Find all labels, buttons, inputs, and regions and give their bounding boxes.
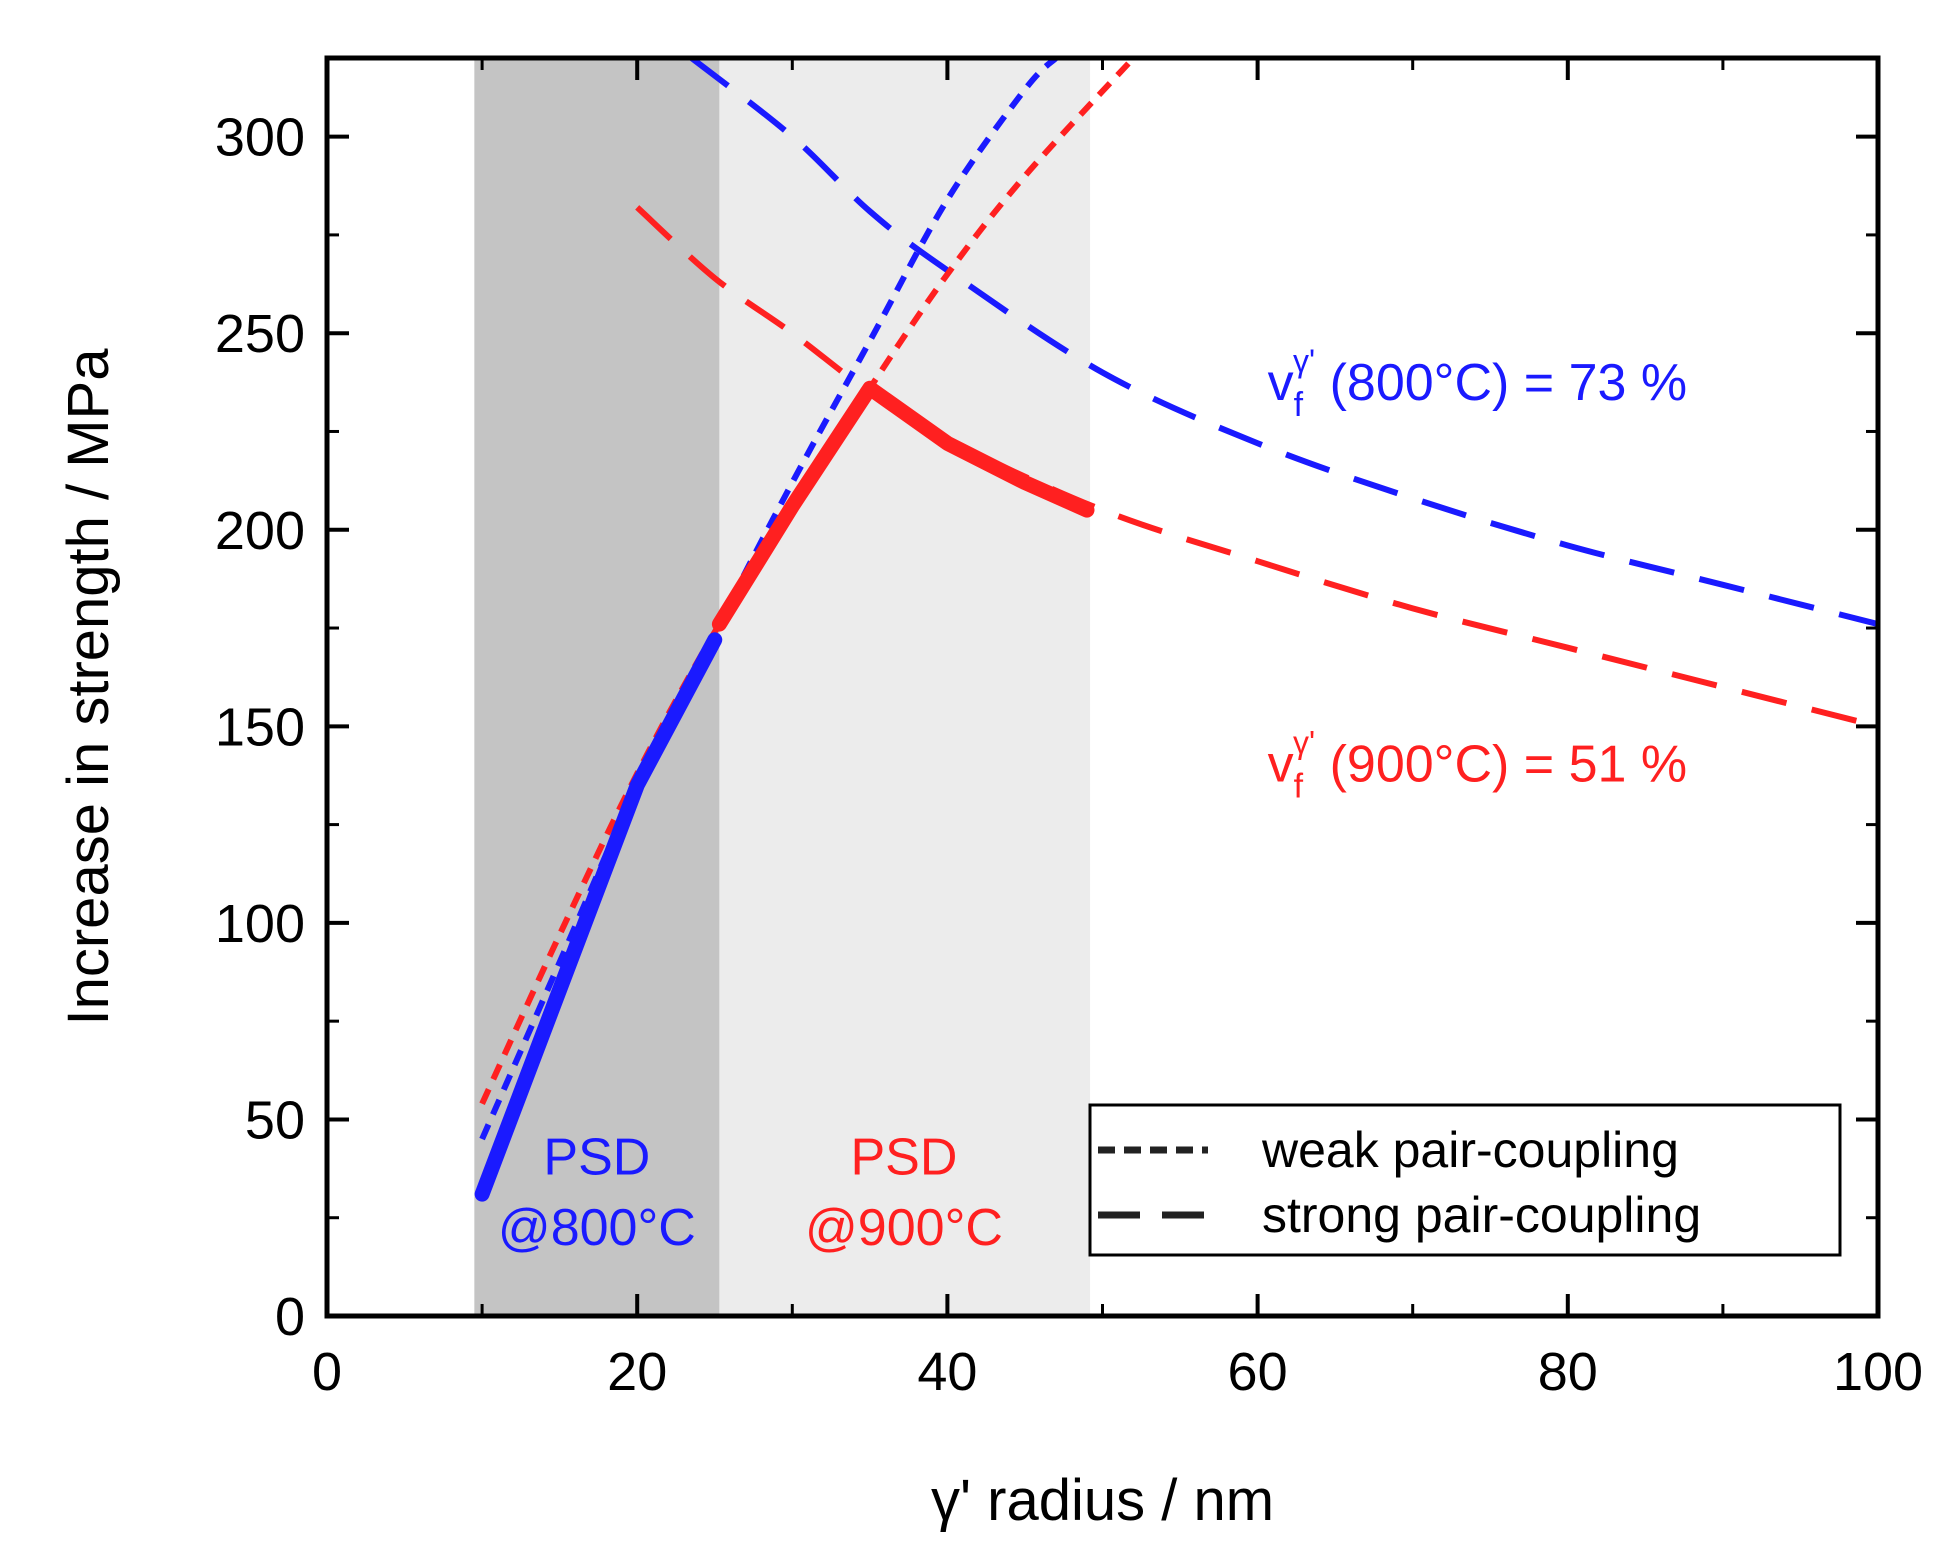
annotations: PSD @800°C PSD @900°C vfγ' (800°C) = 73 % vfγ…	[498, 343, 1687, 1257]
tick-labels: 0 20 40 60 80 100 0 50 100 150 200 250 300	[215, 108, 1923, 1402]
series-line-3	[635, 205, 1878, 730]
legend-label-1: strong pair-coupling	[1262, 1187, 1701, 1243]
shaded-regions	[474, 58, 1091, 1316]
x-tick-label: 20	[607, 1342, 667, 1402]
series-line-5	[711, 380, 1095, 632]
legend-label-0: weak pair-coupling	[1261, 1122, 1679, 1178]
x-tick-label: 60	[1228, 1342, 1288, 1402]
annotation-vf900: vfγ' (900°C) = 51 %	[1268, 724, 1688, 805]
y-tick-label: 150	[215, 697, 305, 757]
x-tick-label: 80	[1538, 1342, 1598, 1402]
x-tick-label: 100	[1833, 1342, 1923, 1402]
annotation-psd900-line-1: @900°C	[805, 1199, 1003, 1257]
shaded-region-1	[719, 58, 1091, 1316]
y-tick-label: 250	[215, 304, 305, 364]
y-tick-label: 300	[215, 108, 305, 168]
legend-box	[1088, 1103, 1842, 1257]
series-line-0	[479, 58, 1059, 1141]
y-tick-label: 200	[215, 501, 305, 561]
legend: weak pair-coupling strong pair-coupling	[1088, 1103, 1842, 1257]
series-line-4	[474, 632, 723, 1202]
y-tick-label: 0	[275, 1287, 305, 1347]
annotation-psd800-line-0: PSD	[543, 1128, 650, 1186]
annotation-psd900-line-0: PSD	[851, 1128, 958, 1186]
x-tick-label: 0	[312, 1342, 342, 1402]
y-tick-label: 100	[215, 894, 305, 954]
y-tick-label: 50	[245, 1090, 305, 1150]
annotation-vf800: vfγ' (800°C) = 73 %	[1268, 343, 1688, 424]
annotation-psd800-line-1: @800°C	[498, 1199, 696, 1257]
x-axis-label: γ' radius / nm	[931, 1468, 1274, 1533]
series-line-1	[689, 58, 1878, 628]
x-tick-label: 40	[917, 1342, 977, 1402]
axis-ticks	[325, 58, 1880, 1318]
y-axis-label: Increase in strength / MPa	[56, 348, 121, 1026]
series-layer	[474, 58, 1878, 1202]
